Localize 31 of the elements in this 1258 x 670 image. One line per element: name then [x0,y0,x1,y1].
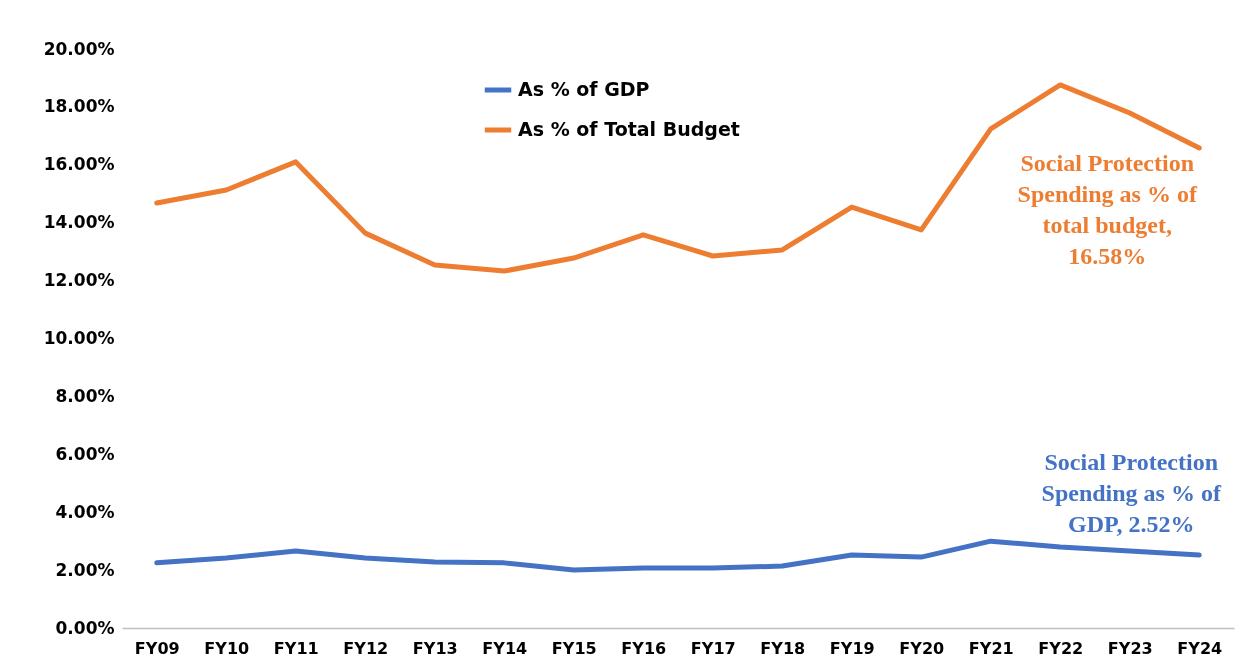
y-tick-label: 20.00% [43,38,115,59]
x-tick-label: FY19 [829,638,875,658]
x-tick-label: FY15 [551,638,597,658]
y-tick-label: 16.00% [43,154,115,175]
legend-label: As % of Total Budget [518,118,740,140]
y-tick-label: 6.00% [55,443,115,464]
y-tick-label: 4.00% [55,501,115,522]
annotation: Social Protection Spending as % of total budget, 16.58% [1017,150,1198,270]
x-tick-label: FY14 [482,638,528,658]
x-tick-label: FY21 [968,638,1014,658]
x-tick-label: FY13 [412,638,458,658]
y-tick-label: 8.00% [55,385,115,406]
y-tick-label: 2.00% [55,559,115,580]
x-tick-label: FY16 [621,638,667,658]
y-tick-label: 14.00% [43,212,115,233]
x-tick-label: FY22 [1038,638,1084,658]
y-tick-label: 12.00% [43,270,115,291]
x-tick-label: FY20 [899,638,945,658]
annotation: Social Protection Spending as % of GDP, 2.52% [1041,449,1222,538]
legend-label: As % of GDP [518,78,650,100]
y-tick-label: 0.00% [55,617,115,638]
x-tick-label: FY17 [690,638,736,658]
x-tick-label: FY09 [134,638,180,658]
x-tick-label: FY12 [343,638,389,658]
x-tick-label: FY11 [273,638,319,658]
y-tick-label: 18.00% [43,96,115,117]
x-tick-label: FY10 [204,638,250,658]
x-tick-label: FY23 [1107,638,1153,658]
x-tick-label: FY18 [760,638,806,658]
y-tick-label: 10.00% [43,328,115,348]
x-tick-label: FY24 [1177,638,1223,658]
